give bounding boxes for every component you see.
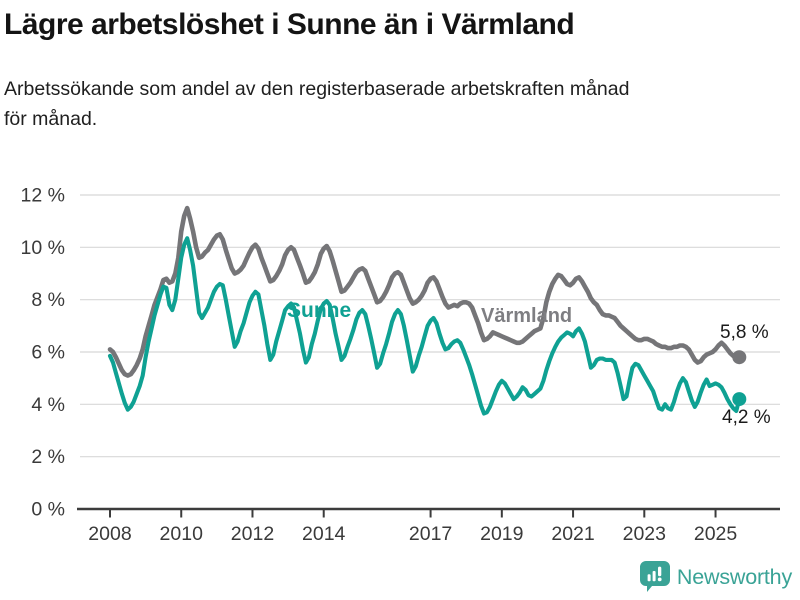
y-tick-label-6: 6 % bbox=[31, 342, 65, 364]
series-line-värmland bbox=[107, 205, 742, 378]
x-tick-label-2008: 2008 bbox=[88, 523, 131, 545]
chart-subtitle-line1: Arbetssökande som andel av den registerb… bbox=[4, 78, 630, 100]
end-value-sunne: 4,2 % bbox=[722, 407, 771, 428]
brand-name: Newsworthy bbox=[676, 564, 792, 589]
x-tick-label-2017: 2017 bbox=[409, 523, 452, 545]
y-tick-label-12: 12 % bbox=[21, 185, 65, 207]
series-end-dot-värmland bbox=[732, 350, 747, 365]
chart-subtitle-line2: för månad. bbox=[4, 108, 98, 130]
x-tick-label-2023: 2023 bbox=[623, 523, 666, 545]
series-label-sunne: Sunne bbox=[287, 299, 352, 322]
y-tick-label-2: 2 % bbox=[31, 446, 65, 468]
x-tick-label-2019: 2019 bbox=[480, 523, 523, 545]
series-end-dot-sunne bbox=[732, 392, 747, 407]
newsworthy-logo: Newsworthy bbox=[639, 560, 792, 594]
y-tick-label-0: 0 % bbox=[31, 499, 65, 521]
x-tick-label-2014: 2014 bbox=[302, 523, 346, 545]
chart-subtitle: Arbetssökande som andel av den registerb… bbox=[4, 74, 792, 134]
series-line-sunne bbox=[107, 236, 742, 416]
x-tick-label-2021: 2021 bbox=[551, 523, 594, 545]
series-label-varmland: Värmland bbox=[481, 305, 573, 327]
end-value-varmland: 5,8 % bbox=[720, 322, 769, 343]
bar-chart-speech-bubble-icon bbox=[639, 561, 670, 592]
x-tick-label-2012: 2012 bbox=[231, 523, 274, 545]
chart-title: Lägre arbetslöshet i Sunne än i Värmland bbox=[4, 8, 575, 41]
x-tick-label-2010: 2010 bbox=[160, 523, 204, 545]
y-tick-label-4: 4 % bbox=[31, 394, 65, 416]
y-tick-label-10: 10 % bbox=[21, 237, 65, 259]
x-tick-label-2025: 2025 bbox=[694, 523, 738, 545]
y-tick-label-8: 8 % bbox=[31, 289, 65, 311]
